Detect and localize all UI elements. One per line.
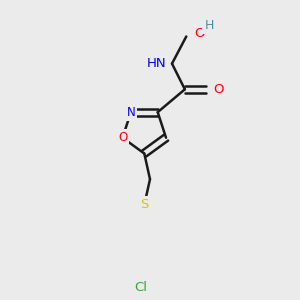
Text: S: S — [140, 198, 148, 212]
Text: HN: HN — [147, 57, 166, 70]
Text: Cl: Cl — [134, 281, 147, 294]
Text: O: O — [118, 131, 127, 144]
Text: N: N — [127, 106, 135, 119]
Text: H: H — [204, 19, 214, 32]
Text: O: O — [213, 83, 224, 96]
Text: O: O — [194, 27, 204, 40]
